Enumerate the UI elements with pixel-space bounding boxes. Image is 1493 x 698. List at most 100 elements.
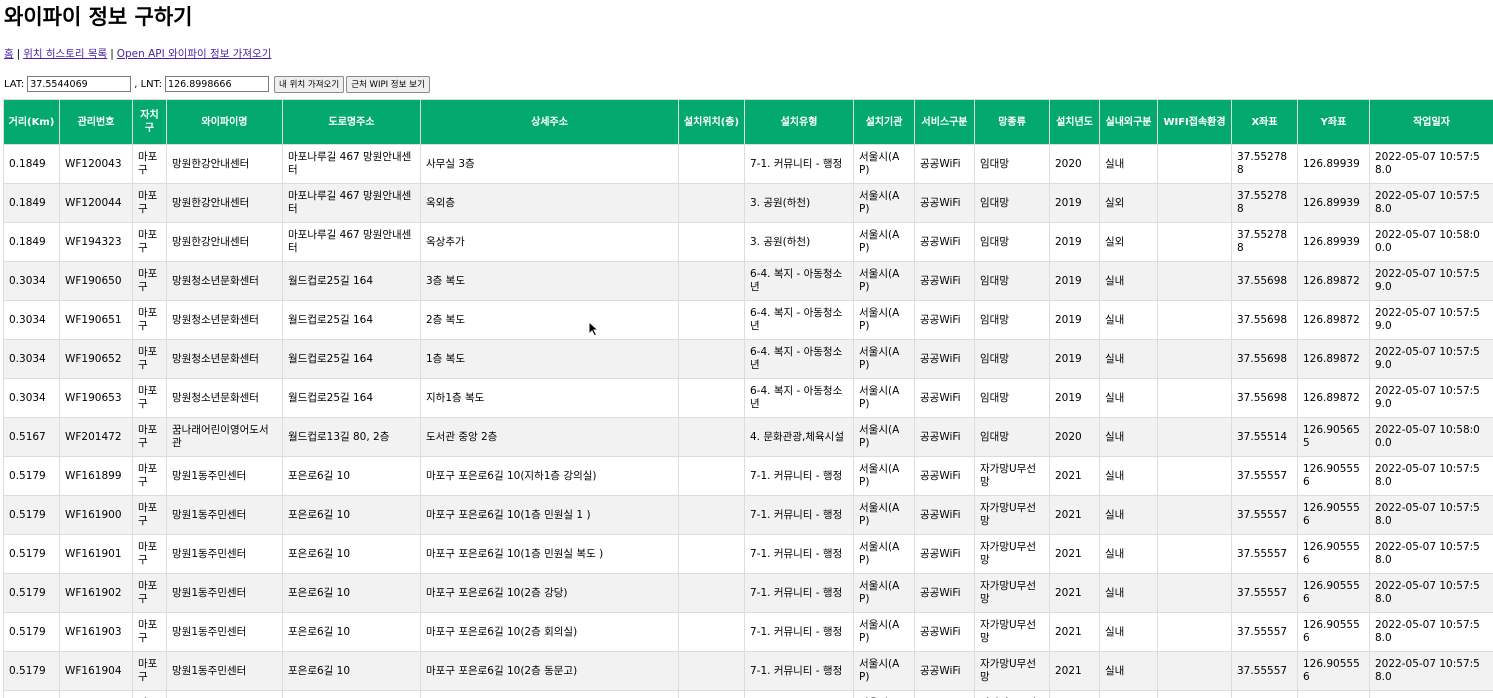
table-cell <box>678 417 745 457</box>
table-cell <box>1049 690 1100 698</box>
table-cell <box>59 690 133 698</box>
table-cell: 실내 <box>1099 261 1158 301</box>
table-cell: 마포나루길 467 망원안내센터 <box>282 183 421 223</box>
table-cell: 서울시(AP) <box>853 456 915 496</box>
table-cell: 2022-05-07 10:57:58.0 <box>1369 573 1493 613</box>
table-cell: 0.3034 <box>3 378 60 418</box>
nav-openapi-link[interactable]: Open API 와이파이 정보 가져오기 <box>116 48 272 60</box>
table-cell: 7-1. 커뮤니티 - 행정 <box>744 534 854 574</box>
table-cell: 실내 <box>1099 573 1158 613</box>
table-cell: 2022-05-07 10:57:58.0 <box>1369 651 1493 691</box>
table-cell: 월드컵로25길 164 <box>282 300 421 340</box>
table-cell: 임대망 <box>974 417 1050 457</box>
nav-history-link[interactable]: 위치 히스토리 목록 <box>23 48 108 60</box>
table-cell <box>1157 300 1232 340</box>
table-cell: 마포구 <box>132 456 167 496</box>
table-row: 0.3034 WF190651 마포구 망원청소년문화센터 월드컵로25길 164 2층 … <box>3 300 1493 340</box>
table-cell: 마포구 포은로6길 10(지하1층 강의실) <box>420 456 679 496</box>
table-cell <box>914 690 975 698</box>
table-cell: 2022-05-07 10:57:59.0 <box>1369 339 1493 379</box>
table-cell <box>1099 690 1158 698</box>
table-cell <box>1157 222 1232 262</box>
table-cell <box>1157 144 1232 184</box>
lat-input[interactable] <box>27 76 132 92</box>
table-cell: 자가망U무선망 <box>974 495 1050 535</box>
table-cell: 공공WiFi <box>914 417 975 457</box>
nav-links: 홈 | 위치 히스토리 목록 | Open API 와이파이 정보 가져오기 <box>4 46 271 62</box>
column-header: 설치유형 <box>744 99 854 145</box>
table-cell: 7-1. 커뮤니티 - 행정 <box>744 495 854 535</box>
table-cell: 0.3034 <box>3 339 60 379</box>
table-row: 0.5167 WF201472 마포구 꿈나래어린이영어도서관 월드컵로13길 80, … <box>3 417 1493 457</box>
table-cell <box>678 495 745 535</box>
table-cell: 임대망 <box>974 222 1050 262</box>
table-cell: 자가망U무선망 <box>974 612 1050 652</box>
table-cell: 공공WiFi <box>914 144 975 184</box>
table-cell: 공공WiFi <box>914 222 975 262</box>
table-cell: 공공WiFi <box>914 339 975 379</box>
table-cell: 0.1849 <box>3 222 60 262</box>
table-cell: 망원1동주민센터 <box>166 612 283 652</box>
table-cell <box>1297 690 1370 698</box>
table-row: 0.3034 WF190653 마포구 망원청소년문화센터 월드컵로25길 164 지하1… <box>3 378 1493 418</box>
table-cell: 126.89872 <box>1297 378 1370 418</box>
table-cell <box>166 690 283 698</box>
column-header: 와이파이명 <box>166 99 283 145</box>
table-row: 0.5179 WF161899 마포구 망원1동주민센터 포은로6길 10 마포구 포은로… <box>3 456 1493 496</box>
table-cell: 37.552788 <box>1231 183 1298 223</box>
table-cell: 마포구 <box>132 690 167 698</box>
table-cell: 사무실 3층 <box>420 144 679 184</box>
table-cell: 마포나루길 467 망원안내센터 <box>282 144 421 184</box>
table-cell: 2021 <box>1049 456 1100 496</box>
table-cell <box>1157 573 1232 613</box>
table-cell: 37.552788 <box>1231 222 1298 262</box>
table-cell: 37.552788 <box>1231 144 1298 184</box>
table-cell: 0.5167 <box>3 417 60 457</box>
lnt-input[interactable] <box>165 76 270 92</box>
table-cell: 망원청소년문화센터 <box>166 339 283 379</box>
table-cell: 임대망 <box>974 261 1050 301</box>
table-cell: 2022-05-07 10:58:00.0 <box>1369 222 1493 262</box>
table-cell: 126.89872 <box>1297 300 1370 340</box>
table-cell: 2022-05-07 10:57:58.0 <box>1369 534 1493 574</box>
table-cell: 자가망U무선망 <box>974 573 1050 613</box>
table-cell: 2019 <box>1049 339 1100 379</box>
table-cell: 0.5179 <box>3 456 60 496</box>
view-nearby-wifi-button[interactable]: 근처 WIPI 정보 보기 <box>346 75 430 93</box>
table-cell: WF190651 <box>59 300 133 340</box>
table-cell: 126.89872 <box>1297 261 1370 301</box>
page-title: 와이파이 정보 구하기 <box>4 5 193 29</box>
get-my-location-button[interactable]: 내 위치 가져오기 <box>274 75 345 93</box>
column-header: WIFI접속환경 <box>1157 99 1232 145</box>
nav-home-link[interactable]: 홈 <box>4 48 14 60</box>
column-header: 상세주소 <box>420 99 679 145</box>
nav-separator: | <box>110 48 114 60</box>
table-cell <box>1157 651 1232 691</box>
table-cell: 0.5179 <box>3 534 60 574</box>
table-cell: 2021 <box>1049 612 1100 652</box>
table-cell: 3. 공원(하천) <box>744 183 854 223</box>
table-cell: WF120043 <box>59 144 133 184</box>
table-cell: 실내 <box>1099 300 1158 340</box>
table-cell <box>678 690 745 698</box>
table-cell: 마포나루길 467 망원안내센터 <box>282 222 421 262</box>
table-cell: 2022-05-07 10:57:59.0 <box>1369 300 1493 340</box>
wifi-table: 거리(Km) 관리번호 자치구 와이파이명 도로명주소 상세주소 설치위치(층) 설치유형 설치… <box>3 99 1493 698</box>
column-header: 도로명주소 <box>282 99 421 145</box>
table-cell: 7-1. 커뮤니티 - 행정 <box>744 144 854 184</box>
table-cell: 37.55557 <box>1231 573 1298 613</box>
table-cell: 6-4. 복지 - 아동청소년 <box>744 300 854 340</box>
table-cell: 2019 <box>1049 378 1100 418</box>
table-cell: 공공WiFi <box>914 261 975 301</box>
table-row: 0.5179 WF161902 마포구 망원1동주민센터 포은로6길 10 마포구 포은로… <box>3 573 1493 613</box>
table-cell: 마포구 <box>132 534 167 574</box>
table-cell: 126.905556 <box>1297 612 1370 652</box>
table-cell: 실내 <box>1099 339 1158 379</box>
table-cell: 실내 <box>1099 495 1158 535</box>
table-cell: 126.89939 <box>1297 222 1370 262</box>
table-cell: 서울시(AP) <box>853 534 915 574</box>
table-cell: 7-1. 커뮤니티 - 행정 <box>744 651 854 691</box>
table-cell: 실내 <box>1099 456 1158 496</box>
table-cell: 망원청소년문화센터 <box>166 378 283 418</box>
